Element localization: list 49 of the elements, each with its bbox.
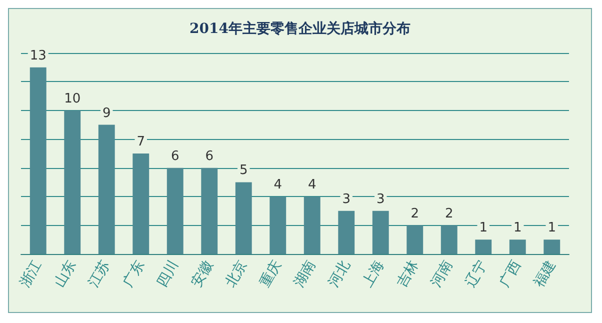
x-tick-label: 广西 [496,258,525,290]
data-label: 4 [274,178,282,193]
data-label: 2 [444,206,454,222]
bar [201,168,218,254]
x-tick-label: 北京 [222,258,251,290]
data-label: 13 [30,48,46,64]
x-tick-label: 广东 [120,258,148,290]
bar [509,240,526,254]
bar [132,154,150,254]
x-tick-label: 上海 [360,258,388,290]
x-tick-label: 辽宁 [462,258,490,290]
x-tick-label: 湖南 [291,258,320,290]
x-tick-label: 四川 [154,258,182,290]
data-label: 2 [410,206,420,222]
x-tick-label: 安徽 [188,258,216,290]
bar [475,240,492,254]
data-label: 1 [479,220,488,236]
data-label: 6 [205,148,214,164]
bar [304,196,320,254]
x-tick-label: 河南 [428,258,456,290]
data-label: 1 [548,220,556,236]
bar [98,124,115,254]
chart-title: 2014年主要零售企业关店城市分布 [190,20,410,37]
data-label: 3 [342,192,351,207]
x-tick-label: 福建 [530,258,559,290]
data-label: 9 [102,106,111,121]
data-label: 5 [239,163,248,178]
data-label: 3 [376,192,385,207]
bar [544,240,560,254]
bar [372,210,389,254]
data-label: 10 [64,91,81,106]
x-tick-label: 浙江 [17,258,46,290]
x-tick-label: 河北 [325,258,354,290]
bar [406,225,424,254]
bar [30,67,46,254]
bar [270,196,286,254]
bar [235,182,252,254]
x-tick-label: 重庆 [256,258,285,290]
bar [64,110,81,254]
data-label: 1 [513,220,522,236]
bar [166,168,184,254]
data-label: 6 [170,148,180,164]
bar [338,210,355,254]
x-tick-label: 吉林 [394,258,422,290]
data-label: 7 [136,134,146,150]
x-tick-label: 山东 [51,258,80,290]
x-tick-label: 江苏 [86,258,114,290]
data-label: 4 [308,178,316,193]
bar [440,225,458,254]
